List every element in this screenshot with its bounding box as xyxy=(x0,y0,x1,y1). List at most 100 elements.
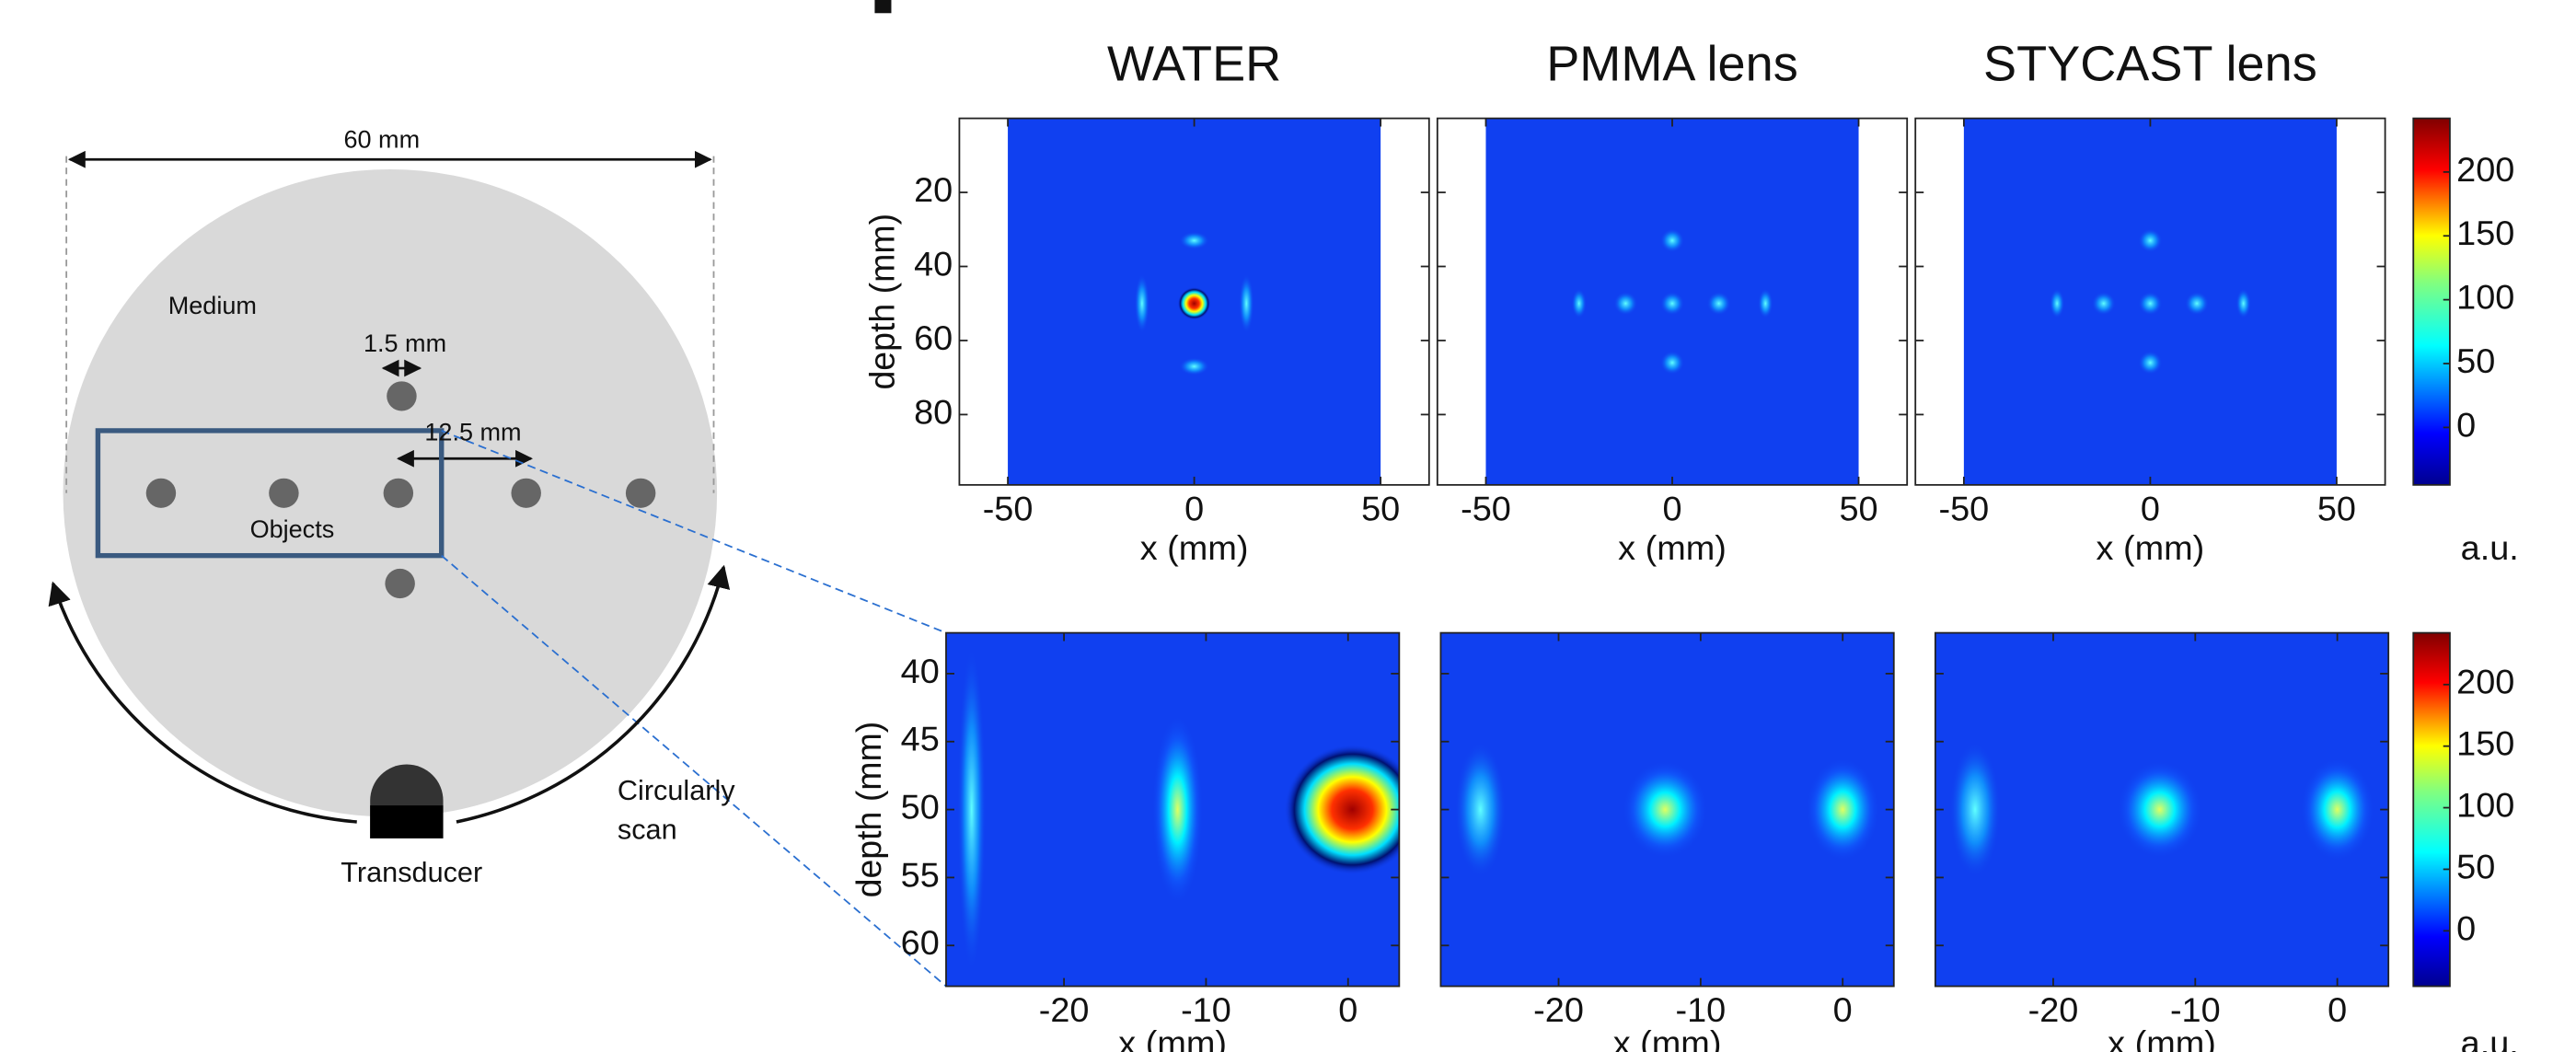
colorbar: 0 50 100 150 200 a.u. xyxy=(2412,117,2519,567)
spot xyxy=(2117,760,2203,859)
image xyxy=(945,632,1400,987)
spot xyxy=(1134,273,1149,333)
colorbar-tick-label: 150 xyxy=(2456,724,2514,763)
x-tick-label: 0 xyxy=(1338,990,1357,1029)
x-tick-label: -50 xyxy=(1939,489,1990,527)
transducer-body xyxy=(370,805,444,838)
y-axis-label: depth (mm) xyxy=(862,214,901,390)
x-axis-label: x (mm) xyxy=(1618,528,1727,567)
spot xyxy=(1758,288,1773,318)
image xyxy=(1935,632,2389,987)
panel: -20 -10 0 x (mm) 40 45 50 55 60 depth (mm) xyxy=(849,631,1401,1052)
colorbar-tick-label: 50 xyxy=(2456,848,2495,886)
colorbar-unit: a.u. xyxy=(2461,528,2519,567)
x-tick-label: -10 xyxy=(1181,990,1231,1029)
diagram: 60 mm Medium 1.5 mm 12.5 mm Objects Tran… xyxy=(48,126,947,988)
spot xyxy=(1284,744,1400,875)
panel: -50 0 50 x (mm) STYCAST lens xyxy=(1914,37,2386,567)
y-tick-label: 20 xyxy=(914,170,953,209)
spot xyxy=(2138,228,2163,253)
scan-arrow xyxy=(48,581,357,824)
colorbar-unit: a.u. xyxy=(2461,1023,2519,1052)
image xyxy=(1915,118,2385,485)
label: Medium xyxy=(168,292,257,319)
colorbar: 0 50 100 150 200 a.u. xyxy=(2412,631,2519,1052)
x-tick-label: 0 xyxy=(2141,489,2160,527)
x-tick-label: 0 xyxy=(2328,990,2347,1029)
x-axis-label: x (mm) xyxy=(1613,1023,1722,1052)
x-tick-label: 0 xyxy=(1662,489,1681,527)
label: 60 mm xyxy=(343,126,420,154)
label: Circularly xyxy=(618,775,735,806)
y-tick-label: 50 xyxy=(901,788,940,827)
x-tick-label: -10 xyxy=(2170,990,2221,1029)
panel: -20 -10 0 x (mm) xyxy=(1934,631,2390,1052)
colorbar-tick-label: 0 xyxy=(2456,908,2476,947)
column-title: STYCAST lens xyxy=(1983,37,2317,92)
label: Objects xyxy=(250,515,335,543)
label: 12.5 mm xyxy=(424,419,521,446)
x-axis-label: x (mm) xyxy=(2097,528,2205,567)
spot xyxy=(2138,351,2163,375)
spot xyxy=(1622,760,1708,859)
spot xyxy=(1179,231,1209,249)
y-tick-label: 40 xyxy=(901,652,940,690)
spot xyxy=(2050,288,2065,318)
spot xyxy=(2185,291,2210,316)
x-tick-label: -50 xyxy=(1461,489,1511,527)
x-tick-label: -20 xyxy=(1039,990,1090,1029)
x-tick-label: 0 xyxy=(1184,489,1204,527)
y-tick-label: 55 xyxy=(901,855,940,894)
y-tick-label: 60 xyxy=(914,318,953,357)
spot xyxy=(1613,291,1638,316)
y-axis-label: depth (mm) xyxy=(849,722,888,898)
spot xyxy=(2235,288,2251,318)
y-tick-label: 45 xyxy=(901,720,940,758)
spot xyxy=(1806,757,1880,861)
spot xyxy=(1660,228,1684,253)
spot xyxy=(1660,351,1684,375)
colorbar-tick-label: 50 xyxy=(2456,341,2495,380)
x-tick-label: 0 xyxy=(1833,990,1853,1029)
spot xyxy=(1949,741,2001,878)
spot xyxy=(2091,291,2116,316)
x-tick-label: 50 xyxy=(1361,489,1400,527)
colorbar-scale xyxy=(2412,117,2451,486)
x-tick-label: -20 xyxy=(1533,990,1584,1029)
spot xyxy=(1179,357,1209,376)
fragment xyxy=(874,0,892,14)
colorbar-scale xyxy=(2412,631,2451,988)
label: Transducer xyxy=(341,857,482,888)
spot xyxy=(957,646,987,973)
colorbar-tick-label: 0 xyxy=(2456,405,2476,444)
scan-arrow xyxy=(456,564,731,824)
x-tick-label: 50 xyxy=(1839,489,1877,527)
label: scan xyxy=(618,815,677,846)
image xyxy=(1440,632,1894,987)
panel: -50 0 50 x (mm) PMMA lens xyxy=(1436,37,1909,567)
spot xyxy=(1706,291,1731,316)
spot xyxy=(1454,741,1507,878)
x-axis-label: x (mm) xyxy=(1140,528,1249,567)
column-title: PMMA lens xyxy=(1546,37,1798,92)
x-tick-label: -10 xyxy=(1676,990,1727,1029)
y-tick-label: 40 xyxy=(914,245,953,283)
panel: -50 0 50 x (mm) 20 40 60 80 depth (mm) WATER xyxy=(862,37,1430,567)
label: 1.5 mm xyxy=(364,329,446,357)
spot xyxy=(2300,757,2374,861)
x-tick-label: 50 xyxy=(2317,489,2356,527)
x-axis-label: x (mm) xyxy=(1118,1023,1227,1052)
y-tick-label: 80 xyxy=(914,392,953,431)
colorbar-tick-label: 150 xyxy=(2456,214,2514,252)
colorbar-tick-label: 100 xyxy=(2456,786,2514,825)
colorbar-tick-label: 100 xyxy=(2456,278,2514,317)
x-tick-label: -20 xyxy=(2028,990,2079,1029)
spot xyxy=(1151,714,1204,905)
colorbar-tick-label: 200 xyxy=(2456,663,2514,701)
spot xyxy=(1177,287,1211,320)
zoom-line xyxy=(441,430,947,634)
image xyxy=(1437,118,1908,485)
zoom-line xyxy=(441,554,947,988)
y-tick-label: 60 xyxy=(901,923,940,962)
